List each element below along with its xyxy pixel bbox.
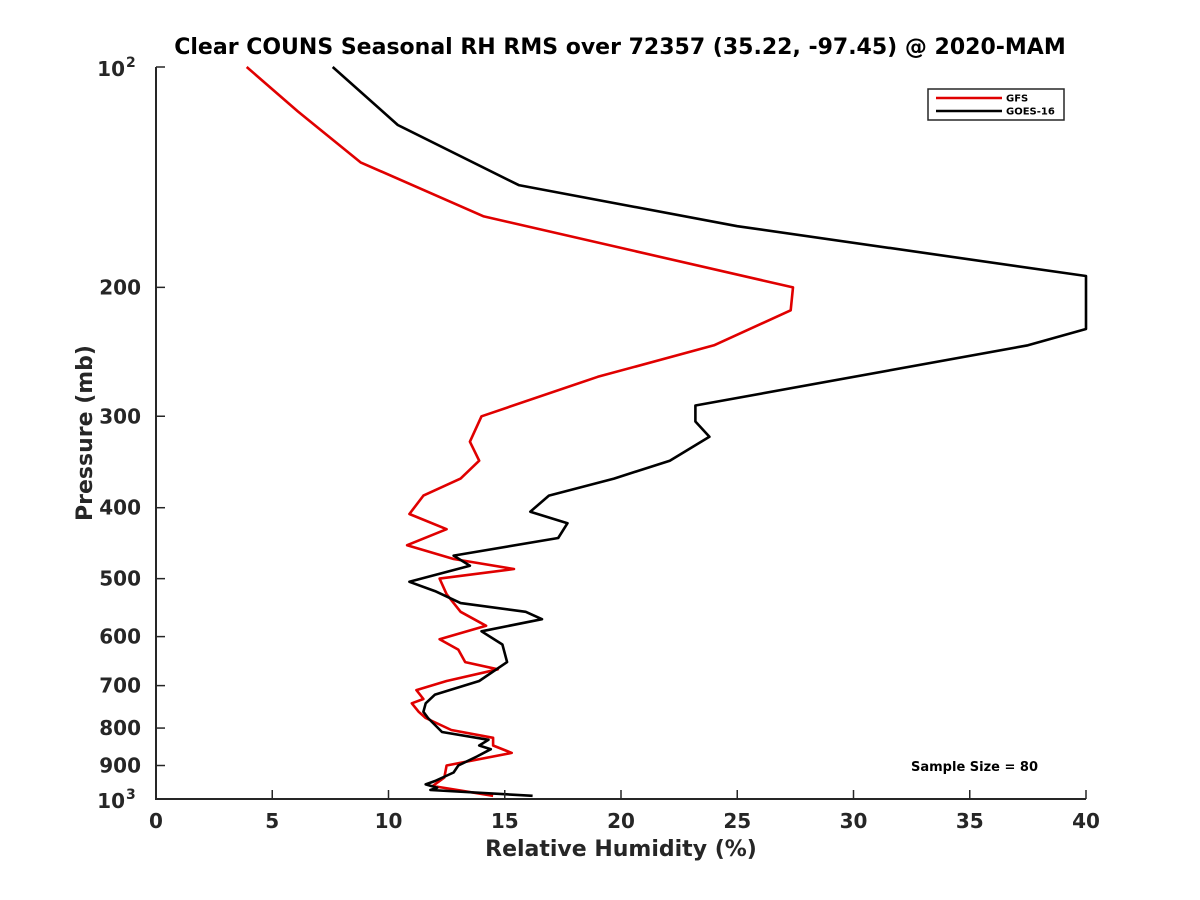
x-axis-ticks: 0 5 10 15 20 25 30 35 40 <box>149 790 1100 833</box>
x-tick-label: 5 <box>265 809 279 833</box>
y-tick-label: 800 <box>99 716 141 740</box>
y-axis-label: Pressure (mb) <box>73 345 98 521</box>
chart-title: Clear COUNS Seasonal RH RMS over 72357 (… <box>174 35 1065 60</box>
y-tick-label: 200 <box>99 275 141 299</box>
x-tick-label: 40 <box>1072 809 1100 833</box>
y-tick-label: 500 <box>99 567 141 591</box>
y-tick-label-exponent: 3 <box>126 787 136 803</box>
series-line-gfs <box>245 66 795 798</box>
legend-label-gfs: GFS <box>1006 94 1028 105</box>
y-tick-label-exponent: 2 <box>126 55 136 71</box>
y-tick-label: 900 <box>99 754 141 778</box>
x-tick-label: 10 <box>375 809 403 833</box>
plot-area: 0 5 10 15 20 25 30 35 40 10 220030040050060070080… <box>97 55 1100 833</box>
y-tick-label: 700 <box>99 674 141 698</box>
x-tick-label: 25 <box>723 809 751 833</box>
y-tick-label: 10 <box>97 789 125 813</box>
x-tick-label: 20 <box>607 809 635 833</box>
y-tick-label: 400 <box>99 496 141 520</box>
x-tick-label: 15 <box>491 809 519 833</box>
y-tick-label: 300 <box>99 404 141 428</box>
y-tick-label: 10 <box>97 57 125 81</box>
legend-label-goes16: GOES-16 <box>1006 107 1055 118</box>
x-axis-label: Relative Humidity (%) <box>485 837 757 862</box>
legend-box <box>927 88 1065 121</box>
legend: GFS GOES-16 <box>927 88 1065 121</box>
series-layer <box>245 66 1088 798</box>
x-tick-label: 35 <box>956 809 984 833</box>
y-tick-label: 600 <box>99 625 141 649</box>
axes-frame <box>155 67 1086 800</box>
series-line-goes16 <box>331 66 1088 798</box>
x-tick-label: 30 <box>840 809 868 833</box>
x-tick-label: 0 <box>149 809 163 833</box>
sample-size-annotation: Sample Size = 80 <box>911 760 1038 775</box>
